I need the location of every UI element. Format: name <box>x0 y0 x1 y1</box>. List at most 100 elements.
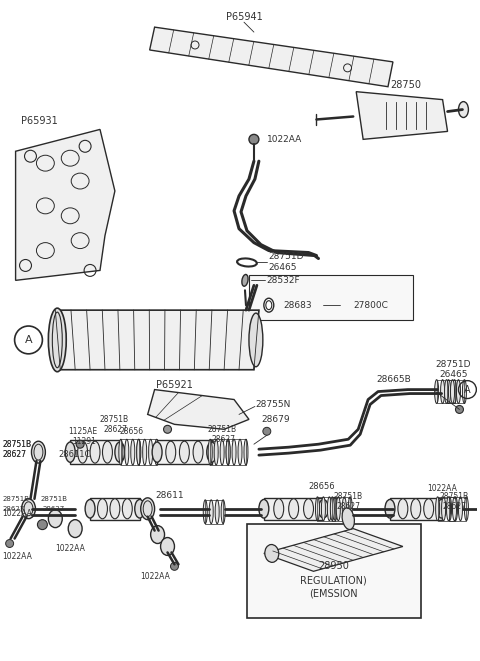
Circle shape <box>76 440 84 448</box>
Text: 1022AA: 1022AA <box>428 485 457 493</box>
Ellipse shape <box>242 274 248 286</box>
Text: 28750: 28750 <box>390 80 421 90</box>
Ellipse shape <box>226 440 230 465</box>
Ellipse shape <box>458 102 468 118</box>
Polygon shape <box>70 440 120 464</box>
Circle shape <box>24 499 34 509</box>
Text: REGULATION): REGULATION) <box>300 575 367 585</box>
Bar <box>446 379 465 403</box>
Ellipse shape <box>122 498 132 519</box>
Text: 28627: 28627 <box>336 502 360 511</box>
Circle shape <box>170 563 179 570</box>
Ellipse shape <box>90 441 100 463</box>
Text: 28683: 28683 <box>284 301 312 309</box>
Text: 28627: 28627 <box>104 425 128 434</box>
Ellipse shape <box>447 497 452 521</box>
Text: P65931: P65931 <box>21 116 57 126</box>
Bar <box>205 500 223 524</box>
Text: 28751B: 28751B <box>40 496 67 502</box>
Ellipse shape <box>259 500 269 518</box>
Ellipse shape <box>444 379 449 403</box>
Ellipse shape <box>434 379 439 403</box>
Text: 28751D: 28751D <box>436 360 471 369</box>
Ellipse shape <box>453 497 456 521</box>
Ellipse shape <box>462 379 467 403</box>
Ellipse shape <box>209 500 213 524</box>
Ellipse shape <box>68 520 82 537</box>
Ellipse shape <box>315 497 320 521</box>
Text: 28950: 28950 <box>318 561 349 571</box>
Ellipse shape <box>32 442 46 463</box>
Ellipse shape <box>214 440 218 465</box>
Ellipse shape <box>48 510 62 527</box>
Ellipse shape <box>220 440 224 465</box>
Ellipse shape <box>166 441 176 463</box>
Ellipse shape <box>208 440 212 465</box>
Text: 1022AA: 1022AA <box>267 135 302 144</box>
Text: 28751B: 28751B <box>333 492 362 501</box>
Ellipse shape <box>155 440 158 465</box>
Ellipse shape <box>265 545 279 563</box>
Ellipse shape <box>203 500 207 524</box>
Bar <box>437 379 455 403</box>
Bar <box>249 276 413 320</box>
Ellipse shape <box>65 442 75 462</box>
Text: 1022AA: 1022AA <box>3 552 33 561</box>
Ellipse shape <box>135 500 144 518</box>
Text: 26465: 26465 <box>269 263 297 272</box>
Text: P65921: P65921 <box>156 379 193 389</box>
Ellipse shape <box>303 498 313 519</box>
Ellipse shape <box>97 498 108 519</box>
Ellipse shape <box>215 500 219 524</box>
Ellipse shape <box>348 497 352 521</box>
Text: 28656: 28656 <box>309 483 335 491</box>
Ellipse shape <box>141 498 155 520</box>
Ellipse shape <box>110 498 120 519</box>
Ellipse shape <box>161 537 174 555</box>
Ellipse shape <box>436 497 440 521</box>
Circle shape <box>263 427 271 435</box>
Bar <box>139 440 156 465</box>
Ellipse shape <box>119 440 123 465</box>
Ellipse shape <box>274 498 284 519</box>
Text: 28627: 28627 <box>211 435 235 444</box>
Ellipse shape <box>22 499 36 519</box>
Ellipse shape <box>137 440 141 465</box>
Text: 28656: 28656 <box>120 427 144 436</box>
Ellipse shape <box>78 441 87 463</box>
Text: 27800C: 27800C <box>353 301 388 309</box>
Text: 28751B: 28751B <box>3 496 30 502</box>
Ellipse shape <box>288 498 299 519</box>
Ellipse shape <box>446 379 451 403</box>
Ellipse shape <box>115 442 125 462</box>
Ellipse shape <box>264 298 274 312</box>
Text: 1125AE: 1125AE <box>68 427 97 436</box>
Text: 1022AA: 1022AA <box>140 572 169 581</box>
Ellipse shape <box>411 498 421 519</box>
Bar <box>210 440 228 465</box>
Ellipse shape <box>244 440 248 465</box>
Ellipse shape <box>454 497 457 521</box>
Text: 28627: 28627 <box>443 502 467 511</box>
Ellipse shape <box>342 508 354 529</box>
Circle shape <box>249 134 259 144</box>
Text: 28751D: 28751D <box>269 252 304 261</box>
Text: 28751B: 28751B <box>3 440 32 449</box>
Text: A: A <box>464 385 471 395</box>
Ellipse shape <box>342 497 346 521</box>
Text: (EMSSION: (EMSSION <box>309 588 358 598</box>
Ellipse shape <box>437 500 446 518</box>
Text: 26465: 26465 <box>440 370 468 379</box>
Ellipse shape <box>180 441 190 463</box>
Bar <box>448 497 467 521</box>
Text: 28751B: 28751B <box>100 415 129 424</box>
Text: 28627: 28627 <box>42 506 65 512</box>
Polygon shape <box>264 529 403 571</box>
Circle shape <box>164 425 171 433</box>
Text: 28755N: 28755N <box>255 400 290 409</box>
Ellipse shape <box>221 500 225 524</box>
Ellipse shape <box>232 440 236 465</box>
Ellipse shape <box>249 313 263 367</box>
Ellipse shape <box>318 500 328 518</box>
Ellipse shape <box>193 441 203 463</box>
